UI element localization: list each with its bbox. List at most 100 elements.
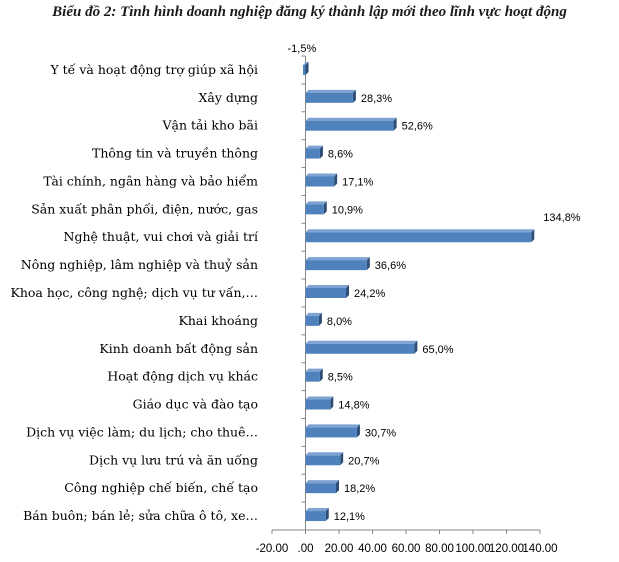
bar bbox=[305, 145, 323, 159]
labels-layer: -20.00 .00 20.00 40.00 60.00 80.00 100.00120.0… bbox=[10, 43, 580, 555]
x-tick-label: 20.00 bbox=[325, 543, 354, 555]
bar bbox=[305, 89, 356, 103]
category-label: Khoa học, công nghệ; dịch vụ tư vấn,… bbox=[10, 285, 258, 300]
bar-top-face bbox=[305, 480, 339, 484]
bar-front-face bbox=[305, 176, 335, 187]
bar-side-face bbox=[330, 396, 334, 410]
bar-side-face bbox=[319, 145, 323, 159]
bar-side-face bbox=[325, 508, 329, 522]
data-label: 18,2% bbox=[344, 483, 375, 495]
bar-top-face bbox=[302, 61, 309, 65]
bar-top-face bbox=[305, 285, 350, 288]
category-label: Sản xuất phân phối, điện, nước, gas bbox=[31, 201, 258, 216]
bar-top-face bbox=[305, 452, 344, 456]
bar bbox=[302, 61, 309, 75]
category-label: Hoạt động dịch vụ khác bbox=[107, 369, 258, 384]
bar-front-face bbox=[305, 92, 353, 103]
bar bbox=[305, 424, 360, 438]
bar bbox=[305, 452, 344, 466]
data-label: 65,0% bbox=[422, 344, 453, 356]
bar-top-face bbox=[305, 368, 323, 372]
category-label: Công nghiệp chế biến, chế tạo bbox=[64, 480, 258, 495]
bar-front-face bbox=[305, 455, 341, 466]
bar-side-face bbox=[356, 424, 360, 438]
bar-front-face bbox=[305, 204, 324, 215]
bar-top-face bbox=[305, 312, 322, 316]
data-label: 52,6% bbox=[402, 121, 433, 133]
category-label: Thông tin và truyền thông bbox=[92, 146, 258, 161]
bar-top-face bbox=[305, 145, 323, 149]
bar-top-face bbox=[305, 424, 360, 428]
data-label: 8,5% bbox=[328, 372, 353, 384]
bar bbox=[305, 396, 334, 410]
category-label: Vận tải kho bãi bbox=[161, 118, 258, 133]
bar bbox=[305, 117, 397, 131]
data-label: 20,7% bbox=[348, 455, 379, 467]
bar-side-face bbox=[318, 312, 322, 326]
x-tick-label: 100.00 bbox=[455, 543, 490, 555]
bar-top-face bbox=[305, 508, 329, 512]
bar-front-face bbox=[305, 399, 331, 410]
bar-top-face bbox=[305, 89, 356, 93]
bar-front-face bbox=[305, 260, 367, 271]
bar-top-face bbox=[305, 117, 397, 121]
category-label: Dịch vụ việc làm; du lịch; cho thuê… bbox=[26, 424, 258, 439]
x-tick-label: 40.00 bbox=[358, 543, 387, 555]
bar-front-face bbox=[305, 427, 357, 438]
category-label: Tài chính, ngân hàng và bảo hiểm bbox=[43, 173, 258, 188]
bar-side-face bbox=[352, 89, 356, 103]
bar-side-face bbox=[366, 257, 370, 271]
data-label: 10,9% bbox=[332, 204, 363, 216]
bar-front-face bbox=[305, 343, 415, 354]
data-label: 8,0% bbox=[327, 316, 352, 328]
bar-front-face bbox=[305, 232, 532, 243]
bar-front-face bbox=[305, 315, 319, 326]
bar bbox=[305, 229, 535, 243]
category-label: Bán buôn; bán lẻ; sửa chữa ô tô, xe… bbox=[23, 508, 258, 523]
category-label: Giáo dục và đào tạo bbox=[133, 397, 258, 412]
data-label: -1,5% bbox=[288, 43, 317, 55]
bar bbox=[305, 368, 323, 382]
data-label: 12,1% bbox=[334, 511, 365, 523]
data-label: 17,1% bbox=[342, 176, 373, 188]
bar bbox=[305, 173, 338, 187]
bar bbox=[305, 340, 418, 354]
category-label: Nông nghiệp, lâm nghiệp và thuỷ sản bbox=[21, 257, 258, 272]
x-tick-label: 60.00 bbox=[392, 543, 421, 555]
data-label: 14,8% bbox=[338, 400, 369, 412]
bar-front-face bbox=[305, 288, 347, 298]
bar-side-face bbox=[305, 61, 309, 75]
bar-side-face bbox=[393, 117, 397, 131]
bar-front-face bbox=[302, 64, 306, 75]
bar-front-face bbox=[305, 120, 394, 131]
x-tick-label: .00 bbox=[298, 543, 314, 555]
bar bbox=[305, 312, 322, 326]
bar-top-face bbox=[305, 396, 334, 400]
x-tick-label: -20.00 bbox=[256, 543, 289, 555]
bar-side-face bbox=[346, 285, 350, 298]
x-tick-label: 120.00 bbox=[489, 543, 524, 555]
data-label: 30,7% bbox=[365, 427, 396, 439]
bar-top-face bbox=[305, 257, 370, 261]
data-label: 36,6% bbox=[375, 260, 406, 272]
bar-front-face bbox=[305, 371, 320, 382]
category-label: Dịch vụ lưu trú và ăn uống bbox=[89, 452, 258, 467]
bar bbox=[305, 508, 329, 522]
bar-front-face bbox=[305, 511, 326, 522]
chart-title: Biểu đồ 2: Tình hình doanh nghiệp đăng k… bbox=[52, 4, 567, 20]
bar-top-face bbox=[305, 229, 535, 233]
bar-side-face bbox=[319, 368, 323, 382]
data-label: 134,8% bbox=[543, 212, 581, 224]
bar bbox=[305, 480, 339, 494]
bar-side-face bbox=[531, 229, 535, 243]
bar bbox=[305, 285, 350, 298]
category-label: Khai khoáng bbox=[179, 313, 258, 328]
bar-top-face bbox=[305, 201, 327, 205]
bar-front-face bbox=[305, 148, 320, 159]
bar-side-face bbox=[340, 452, 344, 466]
x-tick-label: 80.00 bbox=[425, 543, 454, 555]
bar-front-face bbox=[305, 483, 336, 494]
category-label: Xây dựng bbox=[199, 90, 259, 105]
x-tick-label: 140.00 bbox=[522, 543, 557, 555]
